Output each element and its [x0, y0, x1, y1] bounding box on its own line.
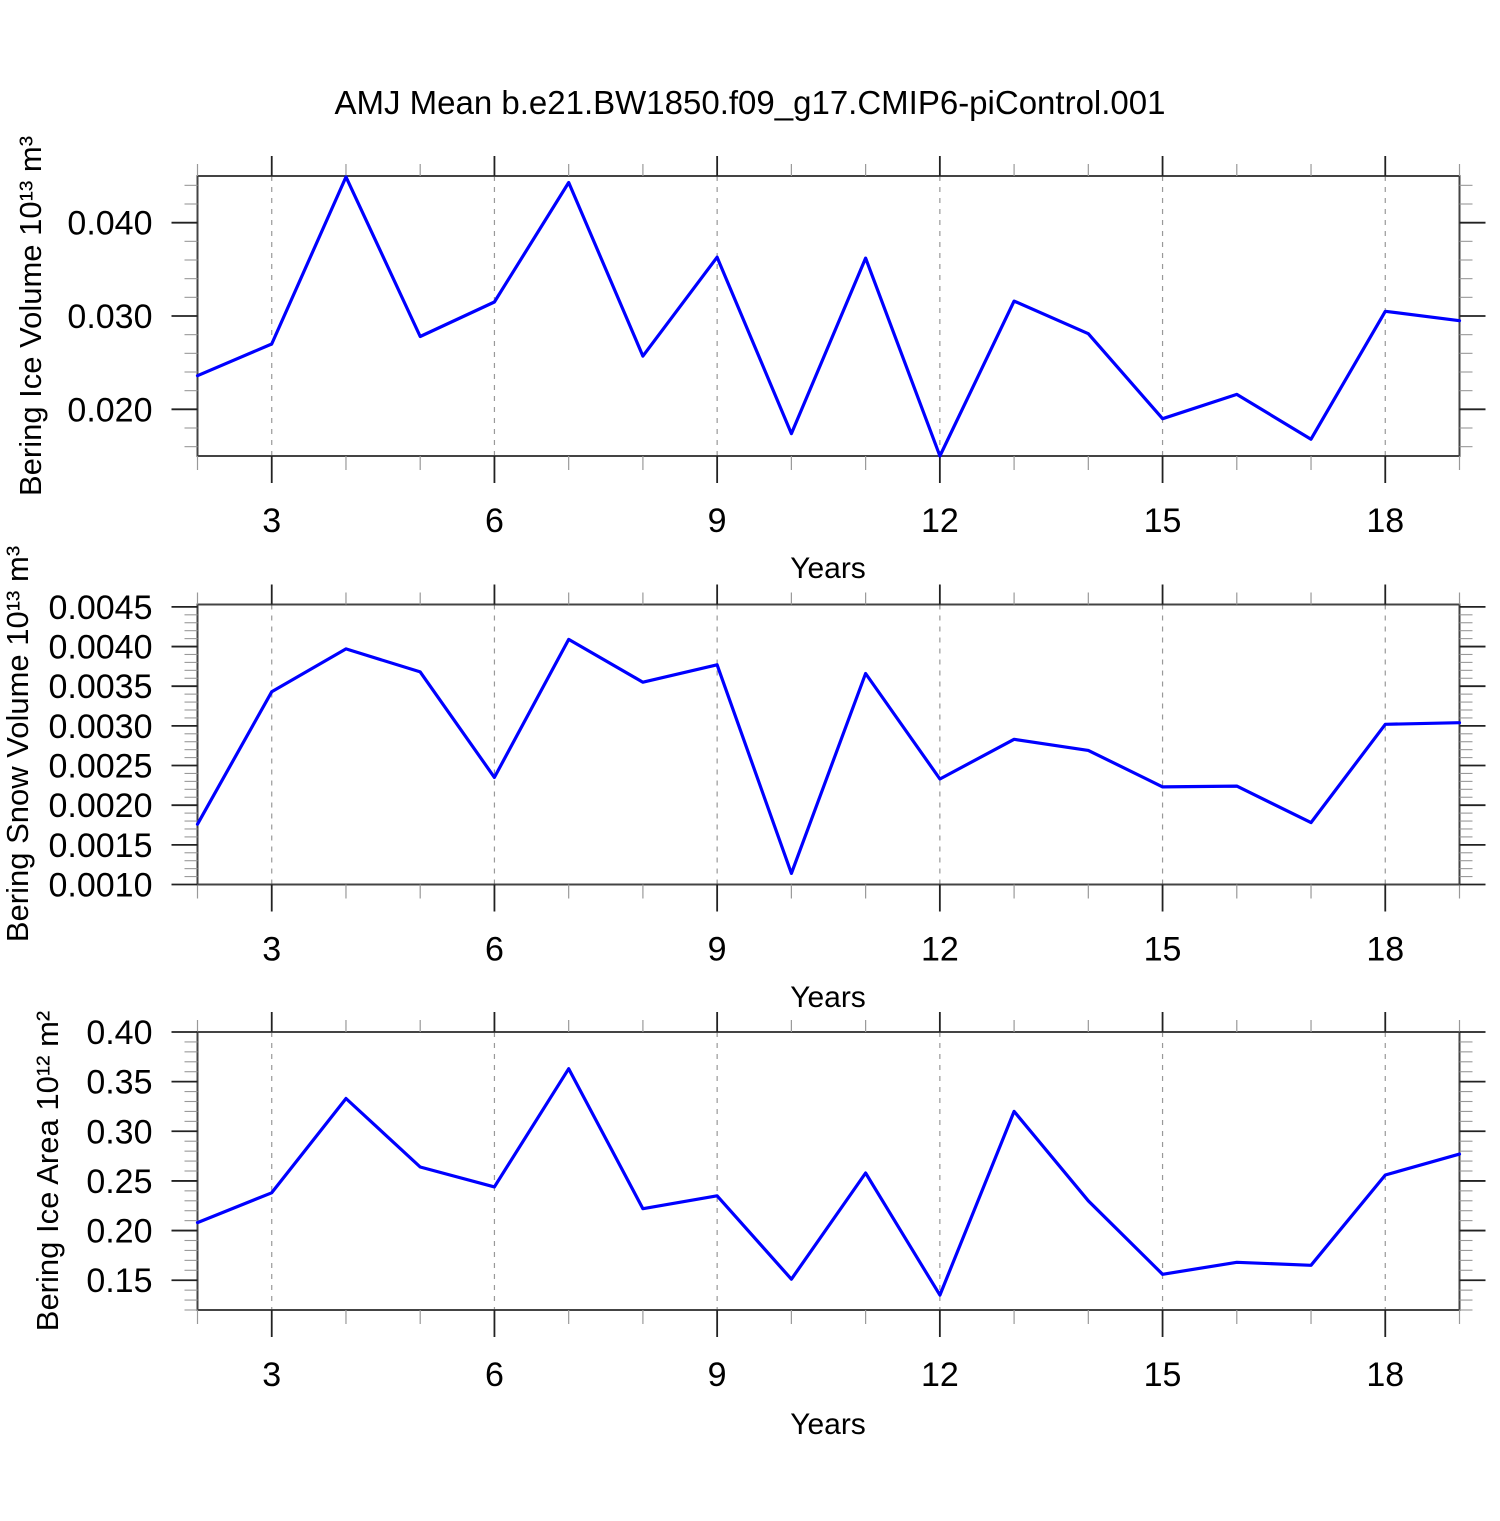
x-tick-label: 6: [485, 1356, 504, 1394]
y-tick-label: 0.0010: [49, 867, 153, 905]
x-tick-label: 6: [485, 931, 504, 969]
x-tick-label: 18: [1366, 502, 1404, 540]
y-tick-label: 0.020: [67, 391, 152, 429]
x-tick-label: 12: [921, 502, 959, 540]
y-tick-label: 0.040: [67, 205, 152, 243]
plot-frame: [196, 1031, 1461, 1311]
y-tick-label: 0.35: [86, 1064, 152, 1102]
y-tick-label: 0.30: [86, 1113, 152, 1151]
x-tick-label: 6: [485, 502, 504, 540]
y-tick-label: 0.0040: [49, 629, 153, 667]
x-axis-title-panel2: Years: [790, 981, 866, 1014]
y-tick-label: 0.0035: [49, 668, 153, 706]
x-tick-label: 15: [1144, 1356, 1182, 1394]
panel-bering-ice-area: 3 6 9 12 15 18 0.15 0.20 0.25 0.30 0.35 0.40: [86, 1012, 1486, 1394]
x-tick-label: 15: [1144, 502, 1182, 540]
panel-bering-ice-volume: 3 6 9 12 15 18 0.020 0.030 0.040: [67, 156, 1486, 540]
x-tick-label: 3: [262, 502, 281, 540]
x-tick-label: 9: [708, 502, 727, 540]
x-tick-label: 9: [708, 931, 727, 969]
x-tick-label: 18: [1366, 931, 1404, 969]
y-axis-title-ice-area: Bering Ice Area 10¹² m²: [30, 1010, 65, 1332]
x-tick-label: 18: [1366, 1356, 1404, 1394]
data-line-bering-snow-volume: [195, 637, 1462, 876]
panel-bering-snow-volume: 3 6 9 12 15 180.00100.00150.00200.00250.00300…: [49, 584, 1486, 969]
y-tick-label: 0.20: [86, 1213, 152, 1251]
x-tick-label: 12: [921, 931, 959, 969]
chart-title: AMJ Mean b.e21.BW1850.f09_g17.CMIP6-piCo…: [334, 84, 1166, 121]
x-tick-label: 9: [708, 1356, 727, 1394]
y-tick-label: 0.40: [86, 1014, 152, 1052]
data-line-bering-ice-area: [195, 1067, 1462, 1297]
plot-frame: [196, 603, 1461, 886]
x-tick-label: 12: [921, 1356, 959, 1394]
y-tick-label: 0.0020: [49, 787, 153, 825]
y-tick-label: 0.0025: [49, 748, 153, 786]
x-tick-label: 15: [1144, 931, 1182, 969]
y-tick-label: 0.0015: [49, 827, 153, 865]
data-line-bering-ice-volume: [195, 175, 1462, 458]
y-tick-label: 0.030: [67, 298, 152, 336]
x-axis-title-panel1: Years: [790, 552, 866, 585]
y-tick-label: 0.25: [86, 1163, 152, 1201]
x-tick-label: 3: [262, 931, 281, 969]
x-axis-title-panel3: Years: [790, 1408, 866, 1441]
y-tick-label: 0.0045: [49, 589, 153, 627]
y-tick-label: 0.0030: [49, 708, 153, 746]
y-tick-label: 0.15: [86, 1262, 152, 1300]
x-tick-label: 3: [262, 1356, 281, 1394]
